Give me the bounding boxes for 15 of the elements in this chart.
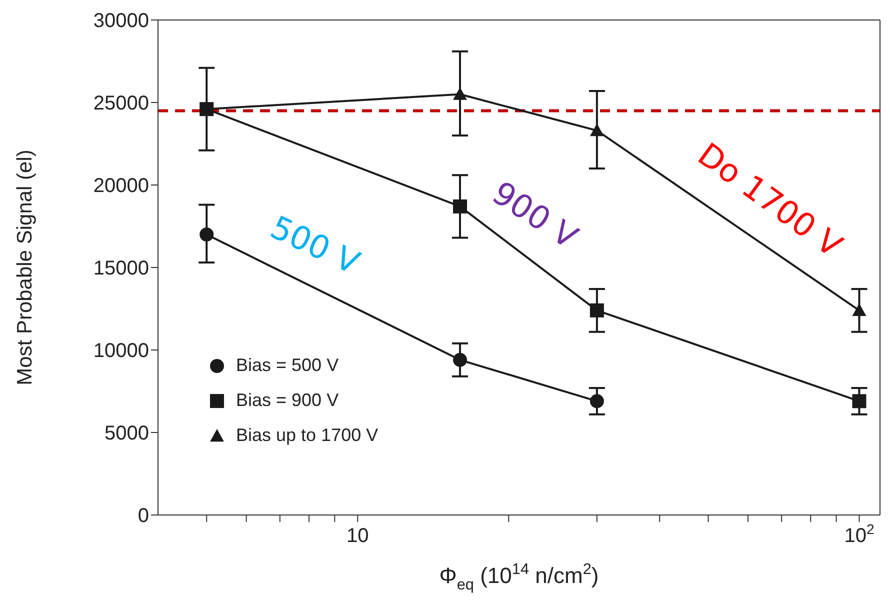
y-tick-label: 30000 <box>93 10 149 32</box>
legend-label: Bias up to 1700 V <box>236 424 378 447</box>
y-tick-label: 25000 <box>93 92 149 115</box>
legend-label: Bias = 500 V <box>236 354 339 377</box>
x-tick-label: 10 <box>346 525 369 547</box>
x-tick-label: 10$^{2}$ <box>844 521 874 547</box>
annotation: 500 V <box>264 208 366 282</box>
y-tick-label: 0 <box>138 505 149 528</box>
y-tick-label: 20000 <box>93 175 149 198</box>
y-tick-label: 5000 <box>104 422 149 445</box>
legend-label: Bias = 900 V <box>236 389 339 412</box>
y-axis-title: Most Probable Signal (el) <box>13 150 36 386</box>
annotation: 900 V <box>486 174 584 256</box>
y-tick-label: 15000 <box>93 258 149 280</box>
y-tick-label: 10000 <box>93 340 149 362</box>
